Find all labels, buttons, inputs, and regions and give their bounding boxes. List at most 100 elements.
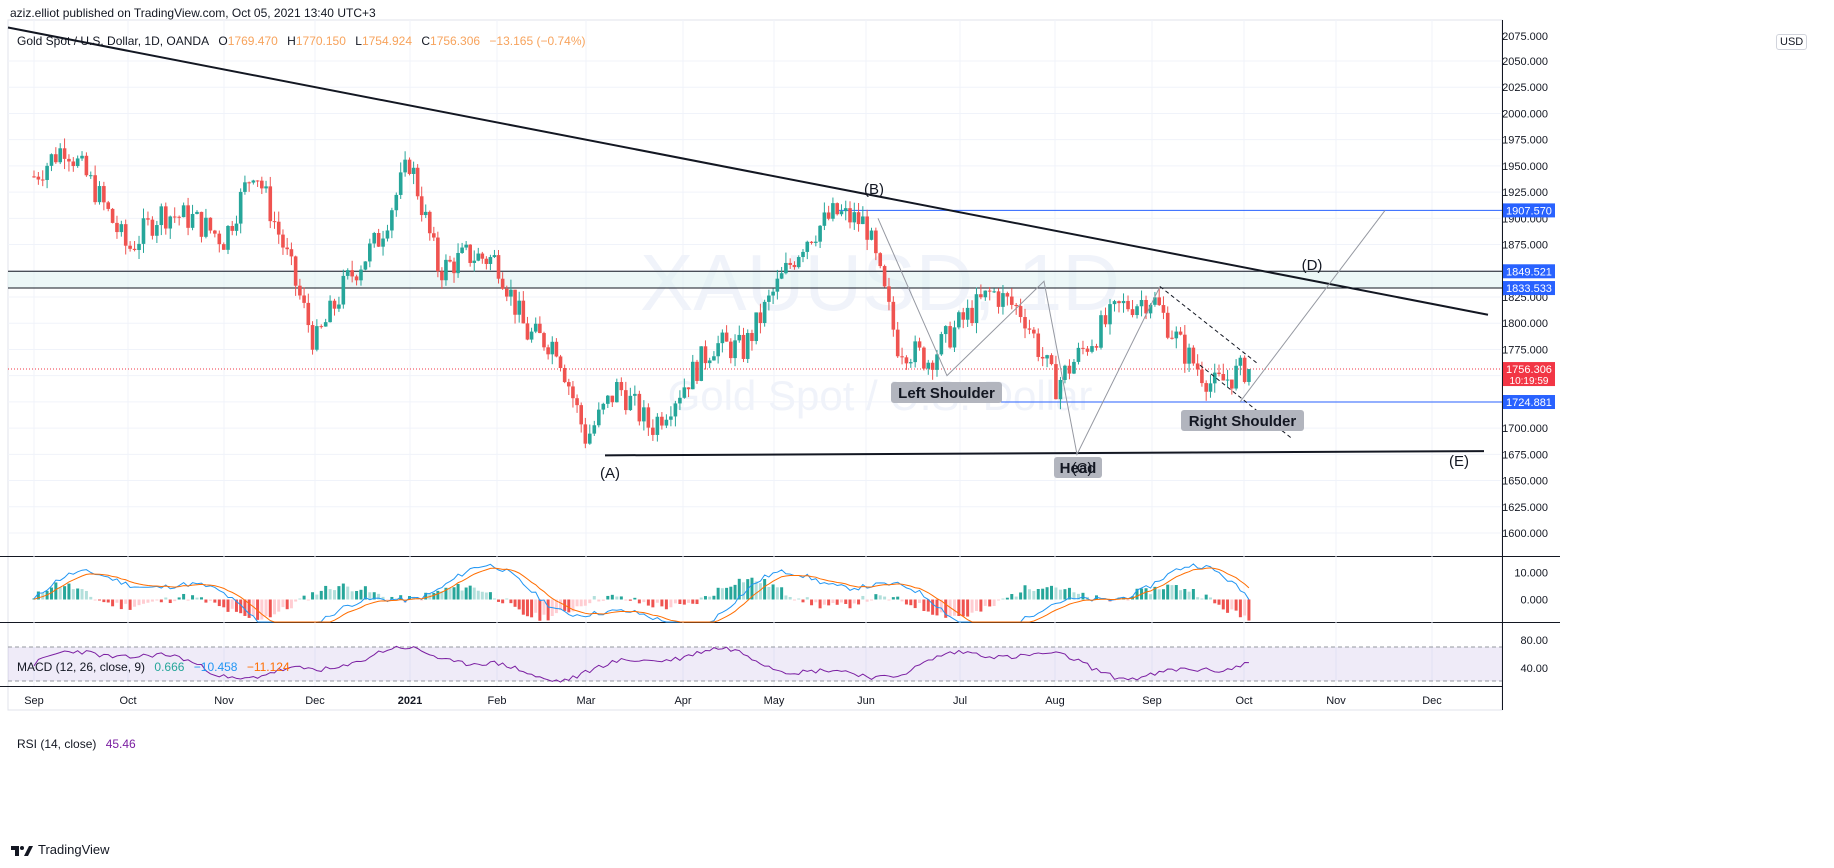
pattern-zigzag (877, 218, 1161, 456)
candle-body (345, 270, 350, 276)
macd-hist-bar (788, 597, 792, 600)
candle-body (150, 219, 155, 236)
candle-body (80, 155, 84, 159)
footer-brand[interactable]: TradingView (10, 842, 110, 857)
macd-hist-bar (328, 589, 332, 600)
macd-hist-bar (592, 596, 596, 600)
candle-body (115, 222, 119, 233)
macd-hist-bar (583, 599, 587, 606)
candle-body (1174, 331, 1179, 339)
candle-body (895, 329, 900, 357)
macd-hist-bar (546, 599, 550, 621)
macd-hist-bar (436, 590, 440, 600)
candle-body (720, 332, 725, 344)
candle-body (1094, 346, 1099, 348)
candle-body (71, 161, 76, 167)
rsi-pane (8, 645, 1502, 683)
candle-body (1242, 357, 1247, 382)
candle-body (54, 154, 58, 163)
macd-hist-bar (501, 599, 505, 604)
candle-body (484, 258, 489, 264)
close-label: C (421, 34, 431, 48)
macd-hist-bar (452, 587, 456, 600)
time-tick-label: Apr (674, 695, 691, 707)
macd-hist-bar (150, 599, 154, 602)
macd-hist-bar (1126, 599, 1130, 601)
macd-hist-bar (517, 599, 521, 610)
grid-lines (0, 19, 1560, 711)
candle-body (1018, 306, 1023, 318)
macd-hist-bar (315, 594, 319, 600)
price-badge-value: 1849.521 (1506, 266, 1552, 278)
macd-hist-bar (1023, 585, 1027, 600)
candle-body (260, 180, 264, 189)
candle-body (874, 230, 878, 254)
macd-hist-bar (420, 599, 424, 601)
macd-hist-bar (137, 599, 141, 606)
macd-hist-bar (98, 599, 101, 601)
macd-signal-value: −11.124 (246, 660, 290, 674)
candle-body (1200, 369, 1204, 384)
macd-hist-bar (372, 592, 376, 600)
macd-hist-bar (737, 578, 741, 600)
candle-body (62, 148, 67, 159)
macd-hist-bar (368, 592, 372, 600)
candle-body (745, 332, 750, 359)
macd-hist-bar (1045, 587, 1049, 600)
macd-hist-bar (1072, 592, 1076, 600)
macd-hist-bar (355, 590, 359, 600)
macd-hist-bar (891, 597, 895, 600)
time-tick-label: Feb (488, 695, 507, 707)
macd-hist-bar (1054, 587, 1058, 600)
wave-d-label: (D) (1302, 257, 1323, 274)
candle-body (801, 251, 805, 258)
price-badge-value: 1833.533 (1506, 283, 1552, 295)
macd-hist-bar (1149, 594, 1153, 600)
macd-hist-bar (488, 592, 492, 600)
macd-hist-bar (93, 599, 97, 601)
macd-hist-bar (186, 599, 190, 601)
symbol-legend: Gold Spot / U.S. Dollar, 1D, OANDA O1769… (17, 34, 598, 48)
candle-body (1230, 379, 1234, 389)
candle-body (93, 175, 97, 203)
candle-body (1130, 309, 1135, 316)
macd-hist-bar (377, 593, 381, 600)
price-badge-bg (1503, 264, 1555, 279)
macd-hist-bar (695, 599, 699, 605)
candle-body (1067, 365, 1072, 374)
candle-body (155, 225, 159, 236)
candle-body (900, 356, 904, 358)
macd-hist-bar (277, 599, 281, 612)
macd-hist-bar (588, 599, 592, 604)
candle-body (319, 326, 324, 328)
macd-hist-bar (900, 599, 904, 602)
macd-hist-bar (637, 599, 641, 604)
candle-body (1103, 315, 1108, 325)
candle-body (525, 323, 530, 340)
horizontal-levels (8, 209, 1502, 403)
price-tick-label: 2075.000 (1502, 31, 1548, 43)
macd-hist-bar (1032, 591, 1036, 600)
candle-body (703, 346, 708, 364)
candle-body (948, 326, 952, 348)
rsi-legend: RSI (14, close) 45.46 (17, 737, 142, 751)
currency-button[interactable]: USD (1776, 34, 1808, 50)
candle-body (177, 216, 181, 218)
macd-hist-bar (827, 599, 831, 606)
macd-hist-bar (1135, 588, 1139, 600)
macd-hist-bar (758, 583, 762, 600)
candle-body (448, 259, 452, 262)
candle-body (606, 395, 610, 404)
macd-hist-bar (106, 599, 110, 603)
candle-body (285, 247, 289, 250)
macd-hist-bar (226, 599, 230, 612)
macd-hist-bar (831, 599, 835, 604)
price-badge-bg (1503, 281, 1555, 296)
candle-body (492, 255, 497, 258)
candle-body (695, 361, 699, 381)
macd-hist-bar (571, 599, 575, 612)
macd-hist-bar (601, 599, 605, 601)
macd-hist-bar (904, 599, 908, 605)
candle-body (737, 334, 742, 341)
